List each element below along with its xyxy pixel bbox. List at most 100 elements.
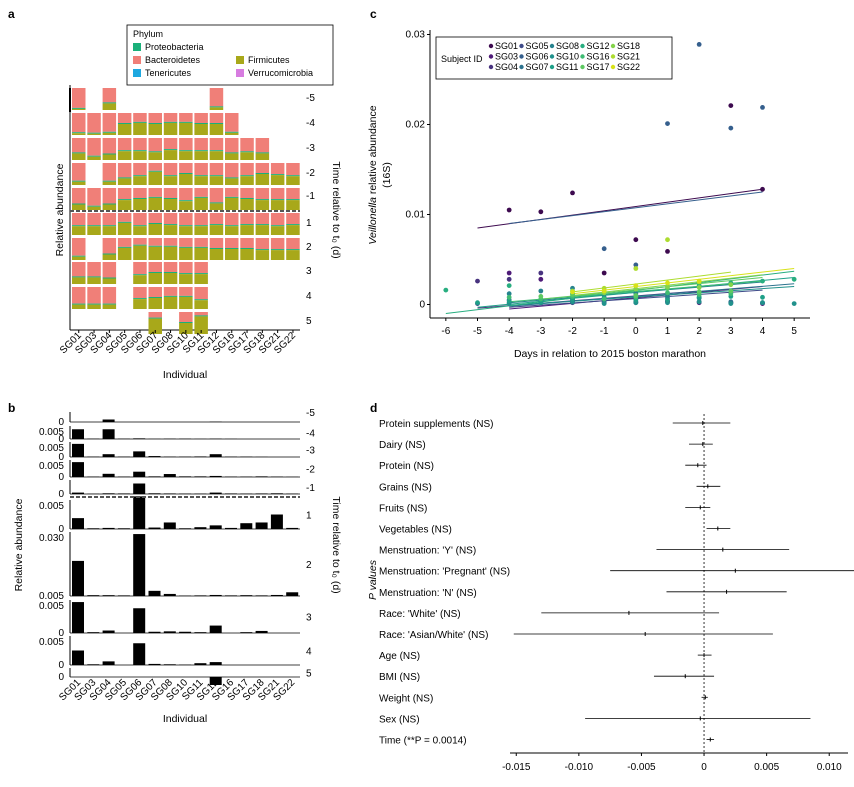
bar-a-bacteroidetes (179, 138, 193, 151)
y-tick-label-b: 0.005 (39, 601, 64, 612)
bar-a-firmicutes (117, 178, 132, 185)
x-tick-label-c: -1 (600, 326, 609, 337)
bar-a-firmicutes (270, 250, 285, 260)
bar-a-bacteroidetes (209, 113, 224, 123)
bar-a-proteobacteria (148, 245, 162, 247)
bar-a-firmicutes (117, 222, 132, 235)
legend-label-proteobacteria: Proteobacteria (145, 42, 204, 52)
fit-line-c (572, 268, 795, 295)
point-sg11 (506, 298, 512, 304)
bar-a-firmicutes (240, 225, 254, 235)
bar-b (286, 592, 299, 596)
row-label-d: Age (NS) (379, 651, 420, 662)
point-sg21 (633, 266, 639, 271)
bar-a-proteobacteria (240, 151, 254, 153)
point-sg03 (538, 276, 544, 282)
bar-a-bacteroidetes (72, 188, 86, 204)
bar-a-firmicutes (255, 225, 270, 235)
bar-a-proteobacteria (225, 225, 239, 227)
time-label-b: 1 (306, 511, 312, 522)
bar-a-firmicutes (194, 274, 208, 284)
bar-a-proteobacteria (286, 199, 300, 201)
bar-a-bacteroidetes (148, 262, 162, 272)
bar-b (87, 595, 100, 596)
bar-a-bacteroidetes (209, 138, 224, 151)
bar-b (209, 677, 222, 685)
bar-b (209, 625, 222, 633)
bar-a-firmicutes (209, 225, 224, 235)
bar-a-firmicutes (163, 296, 178, 309)
bar-a-proteobacteria (194, 273, 208, 275)
panel-a: Phylum Proteobacteria Bacteroidetes Teneri… (54, 24, 342, 381)
bar-a-proteobacteria (117, 123, 132, 124)
time-label-b: -3 (306, 446, 315, 457)
bar-a-proteobacteria (72, 225, 86, 227)
bar-b (209, 454, 222, 457)
bar-a-bacteroidetes (255, 163, 270, 173)
bar-a-proteobacteria (102, 303, 117, 305)
bar-a-firmicutes (72, 108, 86, 110)
bar-a-proteobacteria (102, 277, 117, 279)
bar-b (117, 493, 130, 494)
bar-b (240, 632, 253, 633)
bar-a-firmicutes (286, 176, 300, 185)
bar-a-proteobacteria (179, 225, 193, 227)
bar-a-bacteroidetes (286, 163, 300, 176)
bar-a-bacteroidetes (194, 262, 208, 274)
bar-a-proteobacteria (255, 249, 270, 251)
bar-b (225, 493, 237, 494)
bar-a-bacteroidetes (72, 88, 86, 108)
legend-label-sg17: SG17 (587, 62, 610, 72)
bar-a-firmicutes (194, 300, 208, 309)
bar-a-bacteroidetes (163, 188, 178, 198)
bar-a-firmicutes (117, 151, 132, 160)
bar-a-firmicutes (179, 274, 193, 284)
bar-b (102, 527, 115, 529)
row-label-d: Protein supplements (NS) (379, 419, 494, 430)
y-tick-label-b: 0.005 (39, 461, 64, 472)
bar-a-proteobacteria (240, 175, 254, 177)
bar-a-proteobacteria (179, 246, 193, 248)
bar-b (133, 643, 146, 665)
bar-a-firmicutes (225, 249, 239, 260)
bar-a-bacteroidetes (179, 213, 193, 226)
bar-a-bacteroidetes (225, 213, 239, 226)
legend-label-sg06: SG06 (526, 52, 549, 62)
ylabel-c: Veillonella relative abundance (367, 105, 379, 244)
point-sg22 (633, 283, 639, 288)
bar-a-proteobacteria (102, 180, 117, 182)
bar-a-bacteroidetes (148, 138, 162, 152)
bar-a-proteobacteria (102, 225, 117, 227)
x-tick-label-d: 0 (701, 762, 707, 773)
legend-label-sg01: SG01 (495, 41, 518, 51)
bar-a-proteobacteria (209, 106, 224, 108)
time-label-a: -3 (306, 143, 315, 154)
bar-a-proteobacteria (270, 249, 285, 251)
y-tick-label-b: 0.005 (39, 591, 64, 602)
bar-a-bacteroidetes (72, 238, 86, 256)
y-tick-label-c: 0.03 (406, 30, 426, 41)
bar-a-firmicutes (240, 249, 254, 260)
row-label-d: Race: 'Asian/White' (NS) (379, 630, 488, 641)
bar-a-firmicutes (179, 174, 193, 185)
bar-b (148, 456, 161, 457)
x-tick-label-c: 1 (665, 326, 671, 337)
bar-a-proteobacteria (179, 322, 193, 323)
bar-a-bacteroidetes (194, 188, 208, 197)
bar-a-firmicutes (194, 176, 208, 185)
bar-a-proteobacteria (148, 223, 162, 224)
y-tick-label-c: 0.02 (406, 120, 426, 131)
point-sg06 (633, 262, 639, 268)
bar-b (133, 483, 146, 494)
bar-a-firmicutes (225, 197, 239, 210)
bar-a-bacteroidetes (87, 287, 101, 304)
bar-a-proteobacteria (148, 196, 162, 198)
bar-a-bacteroidetes (72, 262, 86, 277)
bar-a-bacteroidetes (225, 163, 239, 178)
point-sg06 (728, 125, 734, 131)
bar-a-proteobacteria (225, 248, 239, 249)
point-sg06 (696, 42, 702, 47)
row-label-d: Menstruation: 'Pregnant' (NS) (379, 567, 510, 578)
bar-a-proteobacteria (209, 123, 224, 124)
bar-a-proteobacteria (179, 200, 193, 202)
